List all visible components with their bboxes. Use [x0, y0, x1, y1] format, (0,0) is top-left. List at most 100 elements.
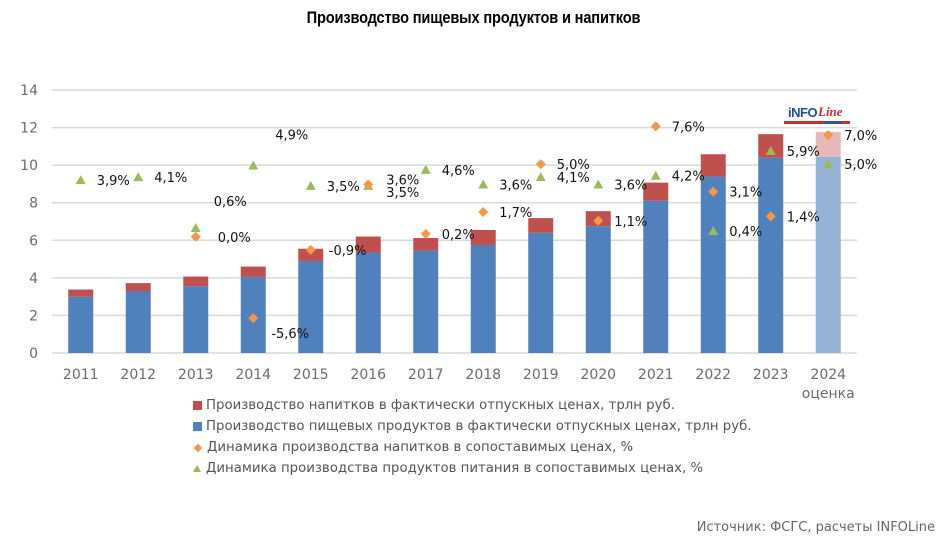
data-label-food-dynamics: 5,9%: [787, 145, 820, 160]
data-label-food-dynamics: 4,1%: [557, 171, 590, 186]
bar-beverages-2013: [183, 276, 209, 287]
data-label-food-dynamics: 3,5%: [327, 180, 360, 195]
chart-legend: Производство напитков в фактически отпус…: [193, 395, 752, 479]
bars: [68, 131, 841, 353]
marker-triangle-2015: [305, 180, 316, 190]
bar-beverages-2014: [240, 266, 266, 277]
legend-triangle-icon: [193, 465, 201, 472]
marker-diamond-2024: [823, 130, 834, 141]
bar-beverages-2019: [528, 218, 554, 233]
data-label-beverages-dynamics: 1,4%: [787, 210, 820, 225]
data-label-food-dynamics: 4,6%: [442, 164, 475, 179]
marker-triangle-2019: [535, 172, 546, 182]
marker-diamond-2018: [478, 207, 489, 218]
bar-food-2016: [355, 252, 381, 353]
marker-diamond-2020: [593, 215, 604, 226]
y-tick-label: 0: [29, 346, 38, 362]
data-label-food-dynamics: 0,6%: [214, 195, 247, 210]
data-label-beverages-dynamics: -5,6%: [271, 327, 309, 342]
bar-food-2023: [758, 157, 784, 353]
y-tick-label: 8: [29, 196, 38, 212]
x-tick-label: 2013: [178, 367, 214, 383]
data-label-beverages-dynamics: 7,0%: [844, 129, 877, 144]
data-label-food-dynamics: 5,0%: [844, 158, 877, 173]
data-label-beverages-dynamics: 7,6%: [672, 120, 705, 135]
x-tick-label: 2021: [638, 367, 674, 383]
data-label-beverages-dynamics: 0,2%: [442, 228, 475, 243]
x-tick-label: 2016: [350, 367, 386, 383]
x-tick-label: 2017: [408, 367, 444, 383]
marker-diamond-2019: [535, 159, 546, 170]
marker-triangle-2013: [190, 223, 201, 233]
infoline-logo: iNFO Line: [784, 104, 850, 127]
bar-food-2018: [470, 244, 496, 353]
data-label-food-dynamics: 4,2%: [672, 170, 705, 185]
marker-diamond-2023: [765, 211, 776, 222]
gridlines: [52, 89, 857, 354]
data-label-beverages-dynamics: -0,9%: [329, 244, 367, 259]
legend-item-food-dynamics: Динамика производства продуктов питания …: [193, 458, 752, 479]
bar-beverages-2015: [298, 248, 324, 261]
y-tick-label: 10: [20, 158, 38, 174]
marker-diamond-2016: [363, 179, 374, 190]
marker-triangle-2024: [823, 159, 834, 169]
y-tick-label: 4: [29, 271, 38, 287]
data-label-beverages-dynamics: 1,1%: [614, 215, 647, 230]
x-tick-label: 2020: [580, 367, 616, 383]
x-tick-label: 2023: [753, 367, 789, 383]
data-label-food-dynamics: 4,1%: [154, 171, 187, 186]
legend-item-beverages: Производство напитков в фактически отпус…: [193, 395, 752, 416]
marker-triangle-2021: [650, 170, 661, 180]
bar-food-2022: [700, 176, 726, 353]
x-tick-label: 2018: [465, 367, 501, 383]
legend-square-icon: [193, 401, 202, 410]
marker-diamond-2013: [190, 231, 201, 242]
data-label-beverages-dynamics: 5,0%: [557, 158, 590, 173]
x-tick-label: 2014: [235, 367, 271, 383]
marker-diamond-2017: [420, 228, 431, 239]
y-tick-label: 6: [29, 233, 38, 249]
bar-beverages-2023: [758, 134, 784, 158]
x-tick-label: 2012: [120, 367, 156, 383]
marker-diamond-2022: [708, 186, 719, 197]
bar-food-2012: [125, 291, 151, 353]
marker-triangle-2020: [593, 179, 604, 189]
marker-triangle-2011: [75, 175, 86, 185]
bar-beverages-2022: [700, 154, 726, 177]
marker-diamond-2015: [305, 244, 316, 255]
marker-diamond-2014: [248, 313, 259, 324]
x-tick-label: 2019: [523, 367, 559, 383]
chart-title: Производство пищевых продуктов и напитко…: [306, 8, 641, 27]
marker-triangle-2022: [708, 225, 719, 235]
bar-food-2020: [585, 226, 611, 353]
marker-triangle-2014: [248, 160, 259, 170]
bar-food-2021: [643, 200, 669, 353]
data-label-food-dynamics: 3,6%: [614, 178, 647, 193]
y-tick-label: 14: [20, 83, 38, 99]
marker-triangle-2012: [133, 172, 144, 182]
x-axis-ticks: 2011 2012 2013 2014 2015 2016 2017 2018 2019 2020…: [63, 367, 855, 402]
logo-main-text: iNFO: [788, 105, 818, 120]
bar-food-2019: [528, 232, 554, 353]
source-note: Источник: ФСГС, расчеты INFOLine: [696, 520, 935, 535]
bar-food-2017: [413, 250, 439, 353]
data-label-food-dynamics: 4,9%: [275, 129, 308, 144]
y-tick-label: 12: [20, 121, 38, 137]
legend-label: Производство напитков в фактически отпус…: [206, 398, 675, 413]
bar-food-2024: [815, 156, 841, 353]
legend-square-icon: [193, 422, 202, 431]
data-label-food-dynamics: 3,5%: [386, 186, 419, 201]
bar-food-2013: [183, 286, 209, 353]
data-label-food-dynamics: 3,6%: [499, 178, 532, 193]
bar-beverages-2016: [355, 236, 381, 253]
bar-food-2015: [298, 260, 324, 353]
legend-item-food: Производство пищевых продуктов в фактиче…: [193, 416, 752, 437]
data-label-beverages-dynamics: 3,6%: [386, 173, 419, 188]
marker-diamond-2021: [650, 121, 661, 132]
logo-accent-text: Line: [818, 104, 843, 119]
x-tick-label: 2024: [810, 367, 846, 383]
bar-beverages-2018: [470, 229, 496, 245]
markers: [75, 121, 834, 324]
data-label-beverages-dynamics: 0,0%: [218, 231, 251, 246]
